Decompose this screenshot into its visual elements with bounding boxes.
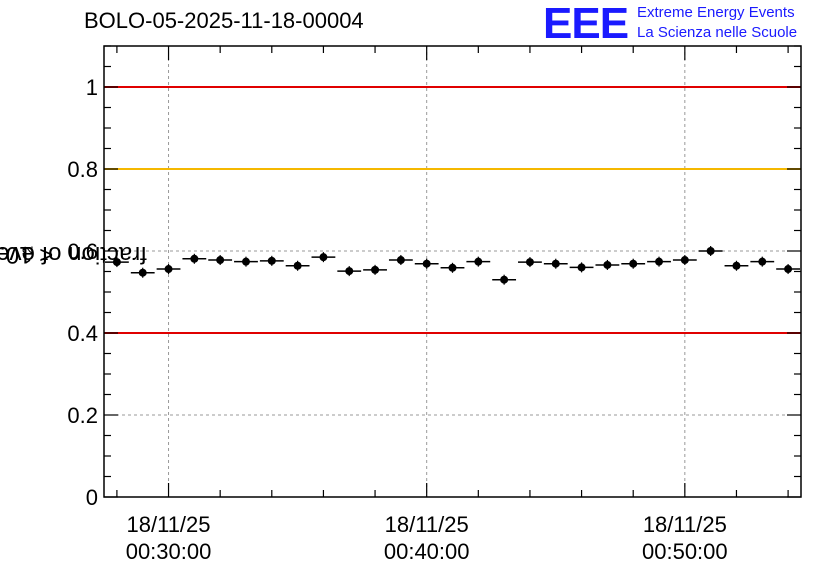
data-point-marker (474, 257, 483, 266)
data-point (130, 267, 155, 278)
data-point-marker (293, 261, 302, 270)
data-point-marker (500, 275, 509, 284)
y-tick-label: 0.4 (67, 321, 98, 346)
data-point (776, 264, 800, 275)
data-point-marker (448, 263, 457, 272)
data-point-marker (629, 259, 638, 268)
data-point (724, 260, 749, 271)
data-point-marker (241, 257, 250, 266)
y-tick-label: 0.8 (67, 157, 98, 182)
data-point-marker (525, 258, 534, 267)
y-tick-label: 1 (86, 75, 98, 100)
logo-line-2: La Scienza nelle Scuole (637, 24, 798, 41)
data-point (285, 260, 310, 271)
data-point (492, 274, 517, 285)
data-point-marker (190, 254, 199, 263)
data-point-marker (680, 256, 689, 265)
data-point (518, 257, 542, 268)
data-point-marker (758, 257, 767, 266)
data-point-marker (345, 267, 354, 276)
eee-logo: EEE (543, 0, 629, 48)
data-point-marker (577, 263, 586, 272)
data-point-marker (551, 259, 560, 268)
x-tick-label-time: 00:30:00 (126, 539, 212, 564)
data-point (647, 256, 671, 267)
y-tick-label: 0.2 (67, 403, 98, 428)
y-tick-label: 0 (86, 485, 98, 510)
data-point (105, 257, 129, 268)
data-point (311, 252, 336, 263)
data-point (543, 258, 568, 269)
axes: 00.20.40.60.8118/11/2500:30:0018/11/2500… (67, 45, 801, 564)
data-point (182, 253, 207, 264)
data-point-marker (655, 257, 664, 266)
x-tick-label-date: 18/11/25 (385, 512, 469, 537)
data-point (750, 256, 775, 267)
data-point (621, 258, 646, 269)
data-point (414, 258, 439, 269)
data-point-marker (371, 265, 380, 274)
data-point (672, 255, 697, 266)
data-point (208, 255, 233, 266)
data-point (156, 264, 181, 275)
data-point-marker (319, 253, 328, 262)
x-tick-label-date: 18/11/25 (127, 512, 211, 537)
data-point-marker (164, 265, 173, 274)
x-tick-label-date: 18/11/25 (643, 512, 727, 537)
data-point-marker (422, 259, 431, 268)
data-point-marker (732, 261, 741, 270)
data-point (569, 262, 594, 273)
data-point-marker (267, 256, 276, 265)
data-point-marker (784, 265, 793, 274)
data-point-marker (706, 247, 715, 255)
data-point (466, 256, 491, 267)
y-axis-label-suffix: < 10.0 (0, 241, 54, 269)
data-point (388, 255, 413, 266)
y-tick-label: 0.6 (67, 239, 98, 264)
data-point (698, 246, 723, 256)
data-point (259, 255, 284, 266)
data-point (595, 259, 620, 270)
data-point-marker (138, 268, 147, 277)
data-series (105, 246, 800, 285)
reference-lines (104, 86, 801, 334)
data-point-marker (112, 258, 121, 267)
data-point (440, 262, 465, 273)
data-point (363, 264, 387, 275)
data-point (337, 266, 362, 277)
x-tick-label-time: 00:50:00 (642, 539, 728, 564)
data-point (234, 256, 258, 267)
data-point-marker (396, 256, 405, 265)
chart-title: BOLO-05-2025-11-18-00004 (84, 8, 364, 33)
logo-line-1: Extreme Energy Events (637, 4, 795, 21)
data-point-marker (216, 256, 225, 265)
data-point-marker (603, 260, 612, 269)
x-tick-label-time: 00:40:00 (384, 539, 470, 564)
